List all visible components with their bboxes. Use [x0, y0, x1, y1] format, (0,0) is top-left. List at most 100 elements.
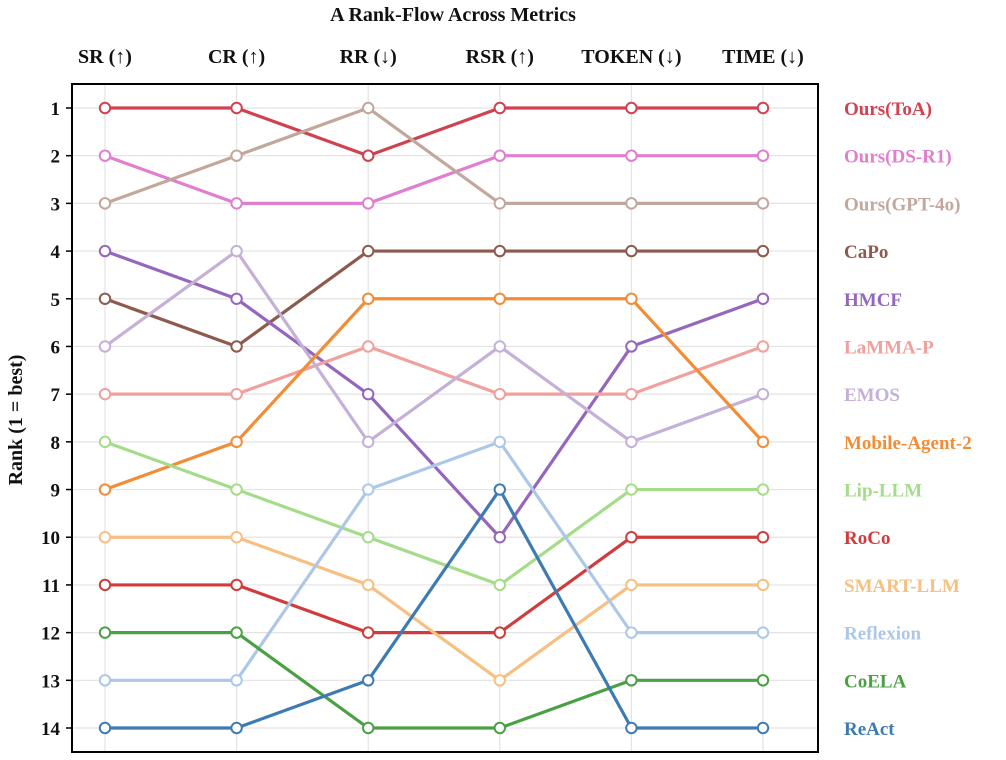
series-label: CoELA: [844, 671, 907, 692]
series-label: HMCF: [844, 290, 902, 311]
series-point: [493, 721, 506, 735]
series-point: [756, 483, 770, 496]
series-point: [625, 626, 638, 639]
series-point: [625, 578, 638, 592]
series-point: [362, 197, 375, 210]
ytick-label: 9: [51, 481, 61, 502]
series-label: SMART-LLM: [844, 576, 960, 597]
series-point: [493, 578, 506, 592]
series-point: [625, 387, 638, 401]
series-point: [756, 387, 770, 401]
series-point: [230, 674, 243, 687]
series-label: RoCo: [844, 528, 890, 549]
ytick-label: 1: [51, 99, 61, 120]
series-point: [98, 149, 112, 162]
series-line: [103, 106, 765, 205]
series-point: [362, 483, 375, 496]
series-label: Reflexion: [844, 624, 921, 645]
series-point: [98, 244, 112, 258]
series-point: [756, 674, 770, 687]
y-axis-label: Rank (1 = best): [5, 355, 27, 486]
series-point: [362, 387, 375, 401]
series-point: [98, 578, 112, 592]
series-label: Ours(DS-R1): [844, 147, 952, 168]
series-point: [362, 626, 375, 639]
series-line: [103, 106, 765, 158]
series-point: [493, 674, 506, 687]
series-point: [230, 483, 243, 496]
series-label: Ours(GPT-4o): [844, 194, 960, 215]
series-point: [362, 149, 375, 162]
series-point: [625, 531, 638, 544]
metric-label: CR (↑): [208, 46, 265, 68]
series-point: [230, 197, 243, 210]
series-point: [98, 721, 112, 735]
series-line: [103, 344, 765, 396]
series-point: [625, 674, 638, 687]
series-point: [230, 435, 243, 449]
series-labels: Ours(ToA) Ours(DS-R1) Ours(GPT-4o) CaPo HMCF…: [844, 99, 972, 740]
series-point: [625, 149, 638, 162]
series-point: [756, 292, 770, 305]
series-line: [103, 154, 765, 205]
series-point: [362, 101, 375, 115]
ytick-label: 2: [51, 147, 61, 168]
series-label: Mobile-Agent-2: [844, 433, 972, 454]
series-line: [103, 249, 765, 349]
series-point: [362, 674, 375, 687]
series-point: [230, 244, 243, 258]
series-point: [756, 435, 770, 449]
series-point: [493, 244, 506, 258]
series-label: Ours(ToA): [844, 99, 932, 120]
series-point: [493, 626, 506, 639]
series-point: [625, 721, 638, 735]
series-point: [230, 149, 243, 162]
series-point: [493, 387, 506, 401]
ytick-label: 10: [41, 528, 60, 549]
series-point: [362, 244, 375, 258]
series-point: [756, 101, 770, 115]
series-line: [103, 535, 765, 682]
series-point: [362, 340, 375, 353]
series-point: [756, 149, 770, 162]
metric-label: TOKEN (↓): [581, 46, 681, 68]
series-point: [362, 435, 375, 449]
series-point: [625, 435, 638, 449]
series-label: Lip-LLM: [844, 481, 922, 502]
ytick-label: 7: [51, 385, 61, 406]
series-point: [625, 197, 638, 210]
series-label: LaMMA-P: [844, 337, 934, 358]
series-point: [98, 483, 112, 496]
series-line: [103, 631, 765, 730]
ytick-label: 13: [41, 671, 60, 692]
series-label: CaPo: [844, 242, 888, 263]
series-point: [362, 578, 375, 592]
series-point: [493, 149, 506, 162]
series-line: [103, 297, 765, 492]
ytick-label: 12: [41, 624, 60, 645]
series-point: [362, 292, 375, 305]
series-point: [98, 292, 112, 305]
series-point: [756, 578, 770, 592]
metric-column-labels: SR (↑) CR (↑) RR (↓) RSR (↑) TOKEN (↓) TIME (…: [78, 46, 804, 68]
series-point: [98, 435, 112, 449]
series-point: [230, 626, 243, 639]
series-point: [625, 101, 638, 115]
series-point: [230, 721, 243, 735]
ytick-label: 5: [51, 290, 61, 311]
ytick-label: 4: [51, 242, 61, 263]
metric-label: RR (↓): [340, 46, 397, 68]
series-point: [625, 292, 638, 305]
series-point: [493, 340, 506, 353]
series-point: [98, 387, 112, 401]
series-point: [756, 244, 770, 258]
series-point: [98, 197, 112, 210]
chart-title: A Rank-Flow Across Metrics: [330, 4, 576, 26]
ytick-label: 3: [51, 194, 61, 215]
series-point: [230, 292, 243, 305]
series-label: EMOS: [844, 385, 900, 406]
series-point: [493, 101, 506, 115]
plot-frame: [71, 83, 819, 753]
